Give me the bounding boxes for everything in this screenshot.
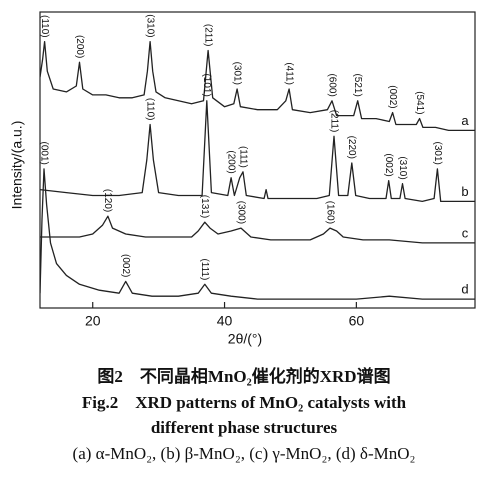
- peak-label: (111): [199, 258, 210, 280]
- x-tick-label: 20: [85, 313, 101, 329]
- xrd-trace: [40, 215, 475, 244]
- peak-label: (002): [120, 254, 131, 277]
- xrd-trace: [40, 100, 475, 203]
- peak-label: (411): [283, 62, 294, 85]
- peak-label: (310): [397, 156, 408, 179]
- x-tick-label: 40: [217, 313, 233, 329]
- caption-en: different phase structures: [151, 418, 338, 437]
- series-label: b: [461, 184, 468, 199]
- x-axis-label: 2θ/(°): [228, 331, 262, 347]
- peak-label: (111): [237, 146, 248, 168]
- peak-label: (301): [231, 62, 242, 85]
- caption-cn: 图2 不同晶相MnO₂催化剂的XRD谱图: [97, 366, 390, 386]
- peak-label: (200): [74, 35, 85, 58]
- series-label: d: [461, 282, 468, 297]
- peak-label: (002): [387, 85, 398, 108]
- xrd-trace: [40, 40, 475, 132]
- plot-frame: [39, 11, 476, 309]
- peak-label: (541): [414, 91, 425, 114]
- y-axis-label: Intensity/(a.u.): [9, 121, 25, 210]
- peak-label: (110): [39, 15, 50, 38]
- peak-label: (310): [144, 14, 155, 37]
- peak-label: (131): [199, 195, 210, 218]
- x-tick-label: 60: [349, 313, 365, 329]
- peak-label: (211): [202, 24, 213, 47]
- series-label: a: [461, 113, 469, 128]
- peak-label: (301): [432, 142, 443, 165]
- peak-label: (001): [38, 142, 49, 165]
- peak-label: (521): [352, 73, 363, 96]
- series-label: c: [462, 225, 469, 240]
- peak-label: (002): [383, 153, 394, 176]
- peak-label: (110): [144, 98, 155, 121]
- peak-label: (120): [102, 189, 113, 212]
- peak-label: (300): [235, 201, 246, 224]
- caption-en: Fig.2 XRD patterns of MnO₂ catalysts wit…: [82, 393, 407, 412]
- peak-label: (200): [225, 150, 236, 173]
- caption-legend: (a) α-MnO₂, (b) β-MnO₂, (c) γ-MnO₂, (d) …: [73, 444, 416, 463]
- peak-label: (600): [326, 73, 337, 96]
- peak-label: (101): [201, 73, 212, 96]
- peak-label: (160): [324, 201, 335, 224]
- peak-label: (211): [328, 110, 339, 133]
- peak-label: (220): [346, 136, 357, 159]
- xrd-trace: [40, 168, 475, 300]
- plot-area: [40, 40, 475, 300]
